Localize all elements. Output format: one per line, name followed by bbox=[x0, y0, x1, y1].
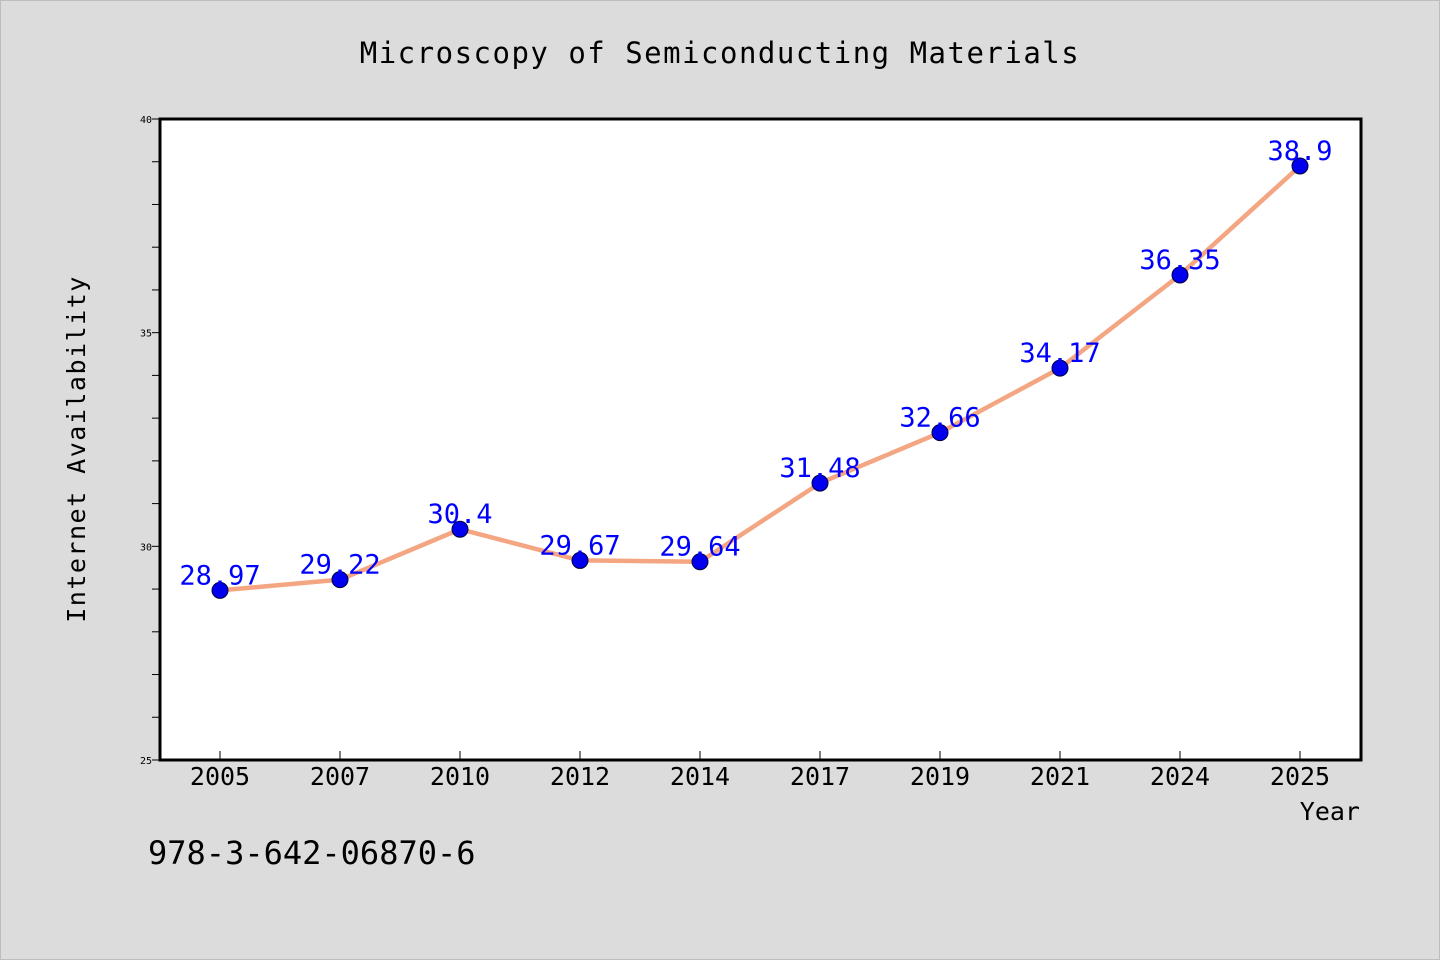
data-label: 38.9 bbox=[1267, 136, 1332, 167]
data-label: 30.4 bbox=[427, 499, 492, 530]
data-point bbox=[1051, 359, 1069, 377]
x-tick-label: 2010 bbox=[430, 762, 490, 791]
data-point bbox=[331, 571, 349, 589]
data-label: 29.64 bbox=[659, 532, 740, 563]
data-point bbox=[571, 551, 589, 569]
isbn-annotation: 978-3-642-06870-6 bbox=[148, 834, 476, 872]
data-point bbox=[691, 553, 709, 571]
x-tick-label: 2017 bbox=[790, 762, 850, 791]
data-label: 34.17 bbox=[1019, 338, 1100, 369]
data-point bbox=[931, 424, 949, 442]
data-point bbox=[1171, 266, 1189, 284]
data-label: 31.48 bbox=[779, 453, 860, 484]
y-axis: 25 30 35 40 bbox=[140, 115, 160, 767]
data-point bbox=[811, 474, 829, 492]
data-label: 29.22 bbox=[299, 550, 380, 581]
x-tick-label: 2014 bbox=[670, 762, 730, 791]
series-line-group: 28.97 29.22 30.4 29.67 29.64 31.48 32.66 34.17 3… bbox=[179, 136, 1333, 599]
y-tick-label: 25 bbox=[140, 756, 152, 767]
data-label: 36.35 bbox=[1139, 245, 1220, 276]
y-tick-label: 35 bbox=[140, 329, 152, 340]
data-point bbox=[1291, 157, 1309, 175]
data-point bbox=[451, 520, 469, 538]
x-tick-label: 2005 bbox=[190, 762, 250, 791]
plot-area bbox=[158, 117, 1363, 762]
y-tick-label: 30 bbox=[140, 542, 152, 553]
data-label: 32.66 bbox=[899, 403, 980, 434]
y-tick-label: 40 bbox=[140, 115, 152, 126]
x-tick-label: 2019 bbox=[910, 762, 970, 791]
data-label: 29.67 bbox=[539, 530, 620, 561]
series-line bbox=[217, 163, 1303, 593]
x-axis: 2005 2007 2010 2012 2014 2017 2019 2021 2024 2025 bbox=[190, 751, 1330, 791]
data-point bbox=[211, 581, 229, 599]
y-axis-label: Internet Availability bbox=[62, 275, 91, 623]
x-axis-label: Year bbox=[1300, 797, 1360, 826]
data-label: 28.97 bbox=[179, 560, 260, 591]
x-tick-label: 2007 bbox=[310, 762, 370, 791]
x-tick-label: 2025 bbox=[1270, 762, 1330, 791]
x-tick-label: 2012 bbox=[550, 762, 610, 791]
x-tick-label: 2024 bbox=[1150, 762, 1210, 791]
chart-title: Microscopy of Semiconducting Materials bbox=[360, 36, 1080, 70]
x-tick-label: 2021 bbox=[1030, 762, 1090, 791]
